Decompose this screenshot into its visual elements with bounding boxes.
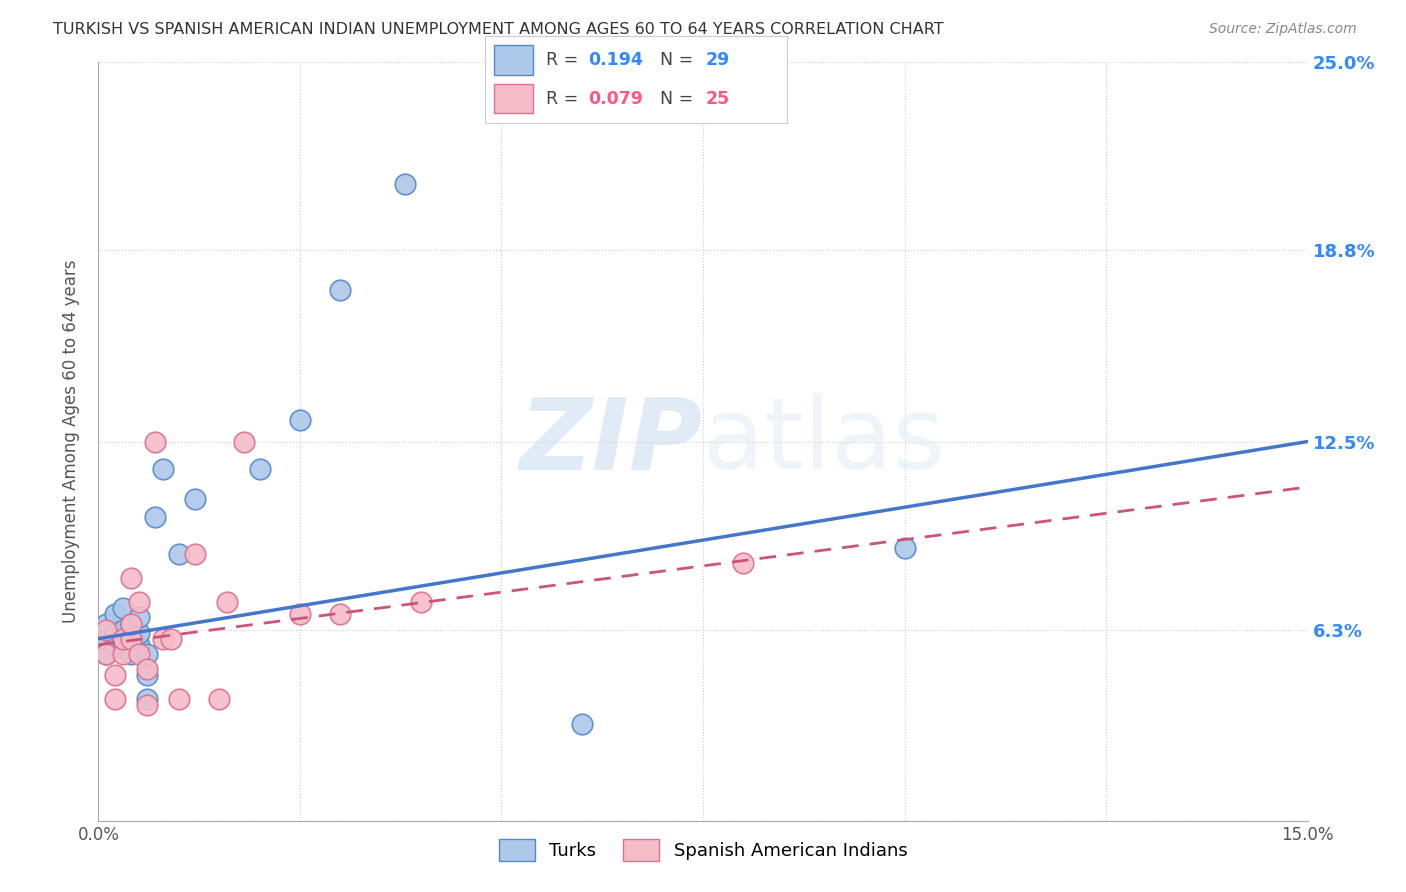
Point <box>120 571 142 585</box>
Text: 25: 25 <box>706 89 730 108</box>
Point <box>167 692 190 706</box>
Point <box>893 541 915 555</box>
Point <box>329 607 352 622</box>
Point <box>208 692 231 706</box>
Point <box>111 623 134 637</box>
Text: ZIP: ZIP <box>520 393 703 490</box>
Point <box>135 698 157 713</box>
FancyBboxPatch shape <box>494 45 533 75</box>
Point <box>135 647 157 661</box>
Point <box>135 692 157 706</box>
Point <box>160 632 183 646</box>
Point <box>103 638 125 652</box>
Text: 29: 29 <box>706 51 730 70</box>
Point <box>103 692 125 706</box>
Point <box>394 177 416 191</box>
Point <box>184 492 207 507</box>
Point <box>120 632 142 646</box>
Point <box>111 632 134 646</box>
Point <box>143 510 166 524</box>
Point <box>184 547 207 561</box>
Point <box>409 595 432 609</box>
Point <box>120 647 142 661</box>
Point <box>217 595 239 609</box>
Point <box>96 623 118 637</box>
Point <box>288 413 311 427</box>
Point <box>103 607 125 622</box>
Text: N =: N = <box>661 89 699 108</box>
Point <box>128 647 150 661</box>
Point <box>111 601 134 615</box>
Point <box>329 283 352 297</box>
Point <box>96 647 118 661</box>
Point <box>128 638 150 652</box>
Text: 0.079: 0.079 <box>588 89 643 108</box>
Point <box>120 616 142 631</box>
Point <box>135 662 157 676</box>
Text: R =: R = <box>546 89 583 108</box>
Point <box>103 625 125 640</box>
Text: TURKISH VS SPANISH AMERICAN INDIAN UNEMPLOYMENT AMONG AGES 60 TO 64 YEARS CORREL: TURKISH VS SPANISH AMERICAN INDIAN UNEMP… <box>53 22 943 37</box>
Point <box>288 607 311 622</box>
Text: R =: R = <box>546 51 583 70</box>
Point <box>167 547 190 561</box>
Text: Source: ZipAtlas.com: Source: ZipAtlas.com <box>1209 22 1357 37</box>
FancyBboxPatch shape <box>494 84 533 113</box>
Point <box>128 625 150 640</box>
Point <box>232 434 254 449</box>
Point <box>152 462 174 476</box>
Point <box>111 640 134 655</box>
Point <box>128 610 150 624</box>
Point <box>249 462 271 476</box>
Point <box>135 668 157 682</box>
Text: N =: N = <box>661 51 699 70</box>
Point <box>571 716 593 731</box>
Text: atlas: atlas <box>703 393 945 490</box>
Point <box>96 647 118 661</box>
Point <box>111 647 134 661</box>
Point <box>733 556 755 570</box>
Point <box>143 434 166 449</box>
Point <box>152 632 174 646</box>
Legend: Turks, Spanish American Indians: Turks, Spanish American Indians <box>491 832 915 869</box>
Point <box>120 632 142 646</box>
Point <box>103 668 125 682</box>
Point <box>128 595 150 609</box>
Point <box>96 632 118 646</box>
Point <box>120 616 142 631</box>
Point <box>96 616 118 631</box>
Point <box>111 632 134 646</box>
Text: 0.194: 0.194 <box>588 51 643 70</box>
Y-axis label: Unemployment Among Ages 60 to 64 years: Unemployment Among Ages 60 to 64 years <box>62 260 80 624</box>
